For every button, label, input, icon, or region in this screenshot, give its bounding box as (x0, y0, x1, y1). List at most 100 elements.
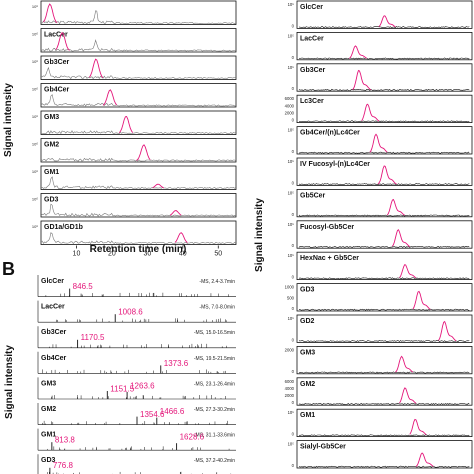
gray-trace (40, 232, 237, 245)
track-frame (296, 345, 473, 375)
y-tick-label: 4000 (285, 103, 295, 108)
spectrum-range: -MS, 31.1-33.6min (194, 433, 235, 439)
y-tick-label: 0 (292, 243, 295, 248)
track-label: GM2 (300, 381, 315, 388)
mz-label-2: 1466.6 (160, 407, 185, 416)
track-frame (296, 126, 473, 155)
y-tick-label: 10⁶ (32, 32, 38, 37)
y-tick-label: 0 (292, 23, 295, 28)
panel-a-left: 10⁶ 10⁶ LacCer 10⁶ Gb3Cer 10⁶ Gb4Cer 10⁶ GM3 10⁶ G… (32, 0, 237, 258)
track-frame (296, 188, 473, 218)
black-trace (298, 277, 470, 280)
mz-label: 1008.6 (118, 308, 143, 317)
y-tick-label: 0 (292, 180, 295, 185)
y-tick-label: 0 (292, 275, 295, 280)
track-label: GM3 (300, 349, 315, 356)
magenta-peak (89, 58, 104, 79)
magenta-peak (369, 133, 388, 153)
track-label: GM1 (44, 169, 59, 176)
spectrum-range: -MS, 7.0-8.0min (199, 305, 235, 311)
track-label: GM2 (44, 142, 59, 149)
track-frame (40, 138, 237, 163)
track-frame (40, 165, 237, 190)
y-tick-label: 0 (292, 306, 295, 311)
y-tick-label: 10⁵ (288, 253, 295, 258)
track-frame (296, 32, 473, 61)
black-trace (298, 340, 470, 343)
black-trace (298, 151, 470, 154)
black-trace (298, 57, 470, 60)
magenta-peak (412, 290, 431, 310)
y-tick-label: 10⁵ (288, 2, 295, 7)
track-frame (40, 193, 237, 218)
spectrum-range: -MS, 23.1-26.4min (194, 381, 235, 387)
track-frame (296, 157, 473, 186)
track-label: Gb3Cer (44, 59, 70, 66)
y-tick-label: 0 (292, 463, 295, 468)
track-label: Sialyl-Gb5Cer (300, 444, 346, 451)
magenta-peak (395, 355, 414, 373)
track-frame (40, 55, 237, 80)
track-label: Gb5Cer (300, 192, 326, 199)
track-frame (296, 0, 473, 29)
spectrum-range: -MS, 27.3-30.2min (194, 407, 235, 413)
track-label: LacCer (300, 35, 324, 42)
y-tick-label: 1000 (285, 285, 295, 290)
track-frame (296, 314, 473, 343)
track-frame (296, 63, 473, 92)
y-tick-label: 0 (292, 400, 295, 405)
left-top-xlabel: Retention time (min) (90, 244, 187, 255)
y-tick-label: 0 (292, 149, 295, 154)
spectrum-label: GlcCer (41, 278, 64, 285)
y-tick-label: 500 (287, 295, 295, 300)
y-tick-label: 10⁶ (32, 87, 38, 92)
black-trace (298, 183, 470, 186)
track-label: GD2 (300, 318, 315, 325)
spectrum-range: -MS, 15.0-16.5min (194, 330, 235, 336)
y-tick-label: 10⁶ (32, 169, 38, 174)
y-tick-label: 2000 (285, 393, 295, 398)
y-tick-label: 6000 (285, 379, 295, 384)
magenta-peak (352, 69, 372, 91)
track-frame (296, 377, 473, 406)
mz-label-2: 1263.6 (130, 381, 155, 390)
gray-trace (40, 176, 236, 190)
black-trace (298, 465, 470, 468)
y-tick-label: 10⁵ (288, 128, 295, 133)
track-frame (40, 220, 237, 245)
mz-label: 1170.5 (81, 333, 105, 342)
y-tick-label: 10⁶ (32, 4, 38, 9)
y-tick-label: 0 (292, 212, 295, 217)
track-frame (296, 408, 473, 438)
x-tick-label: 10 (73, 251, 81, 258)
y-tick-label: 2000 (285, 347, 295, 352)
spectrum-range: -MS, 37.2-40.2min (194, 458, 235, 464)
right-ylabel: Signal intensity (254, 198, 265, 272)
mz-label: 776.8 (53, 461, 74, 470)
track-frame (296, 251, 473, 280)
x-tick-label: 40 (179, 251, 187, 258)
spectrum-label: GM2 (41, 406, 56, 413)
magenta-peak (136, 144, 151, 161)
black-trace (298, 371, 470, 374)
spectrum-label: GM3 (41, 380, 56, 387)
y-tick-label: 2000 (285, 110, 295, 115)
magenta-peak (152, 183, 165, 189)
x-tick-label: 30 (143, 251, 151, 258)
track-label: GM3 (44, 114, 59, 121)
track-label: GD3 (44, 197, 59, 204)
gray-trace (40, 94, 236, 107)
y-tick-label: 10⁵ (288, 159, 295, 164)
y-tick-label: 4000 (285, 386, 295, 391)
magenta-peak (409, 418, 427, 436)
gray-trace (41, 130, 236, 135)
left-top-ylabel: Signal intensity (3, 83, 14, 157)
y-tick-label: 10⁶ (32, 59, 38, 64)
y-tick-label: 10⁵ (288, 190, 295, 195)
magenta-peak (55, 31, 70, 51)
black-trace (298, 88, 470, 91)
track-label: Lc3Cer (300, 98, 324, 105)
spectrum-label: Gb4Cer (41, 355, 67, 362)
gray-trace (40, 39, 236, 52)
y-tick-label: 10⁵ (288, 442, 295, 447)
